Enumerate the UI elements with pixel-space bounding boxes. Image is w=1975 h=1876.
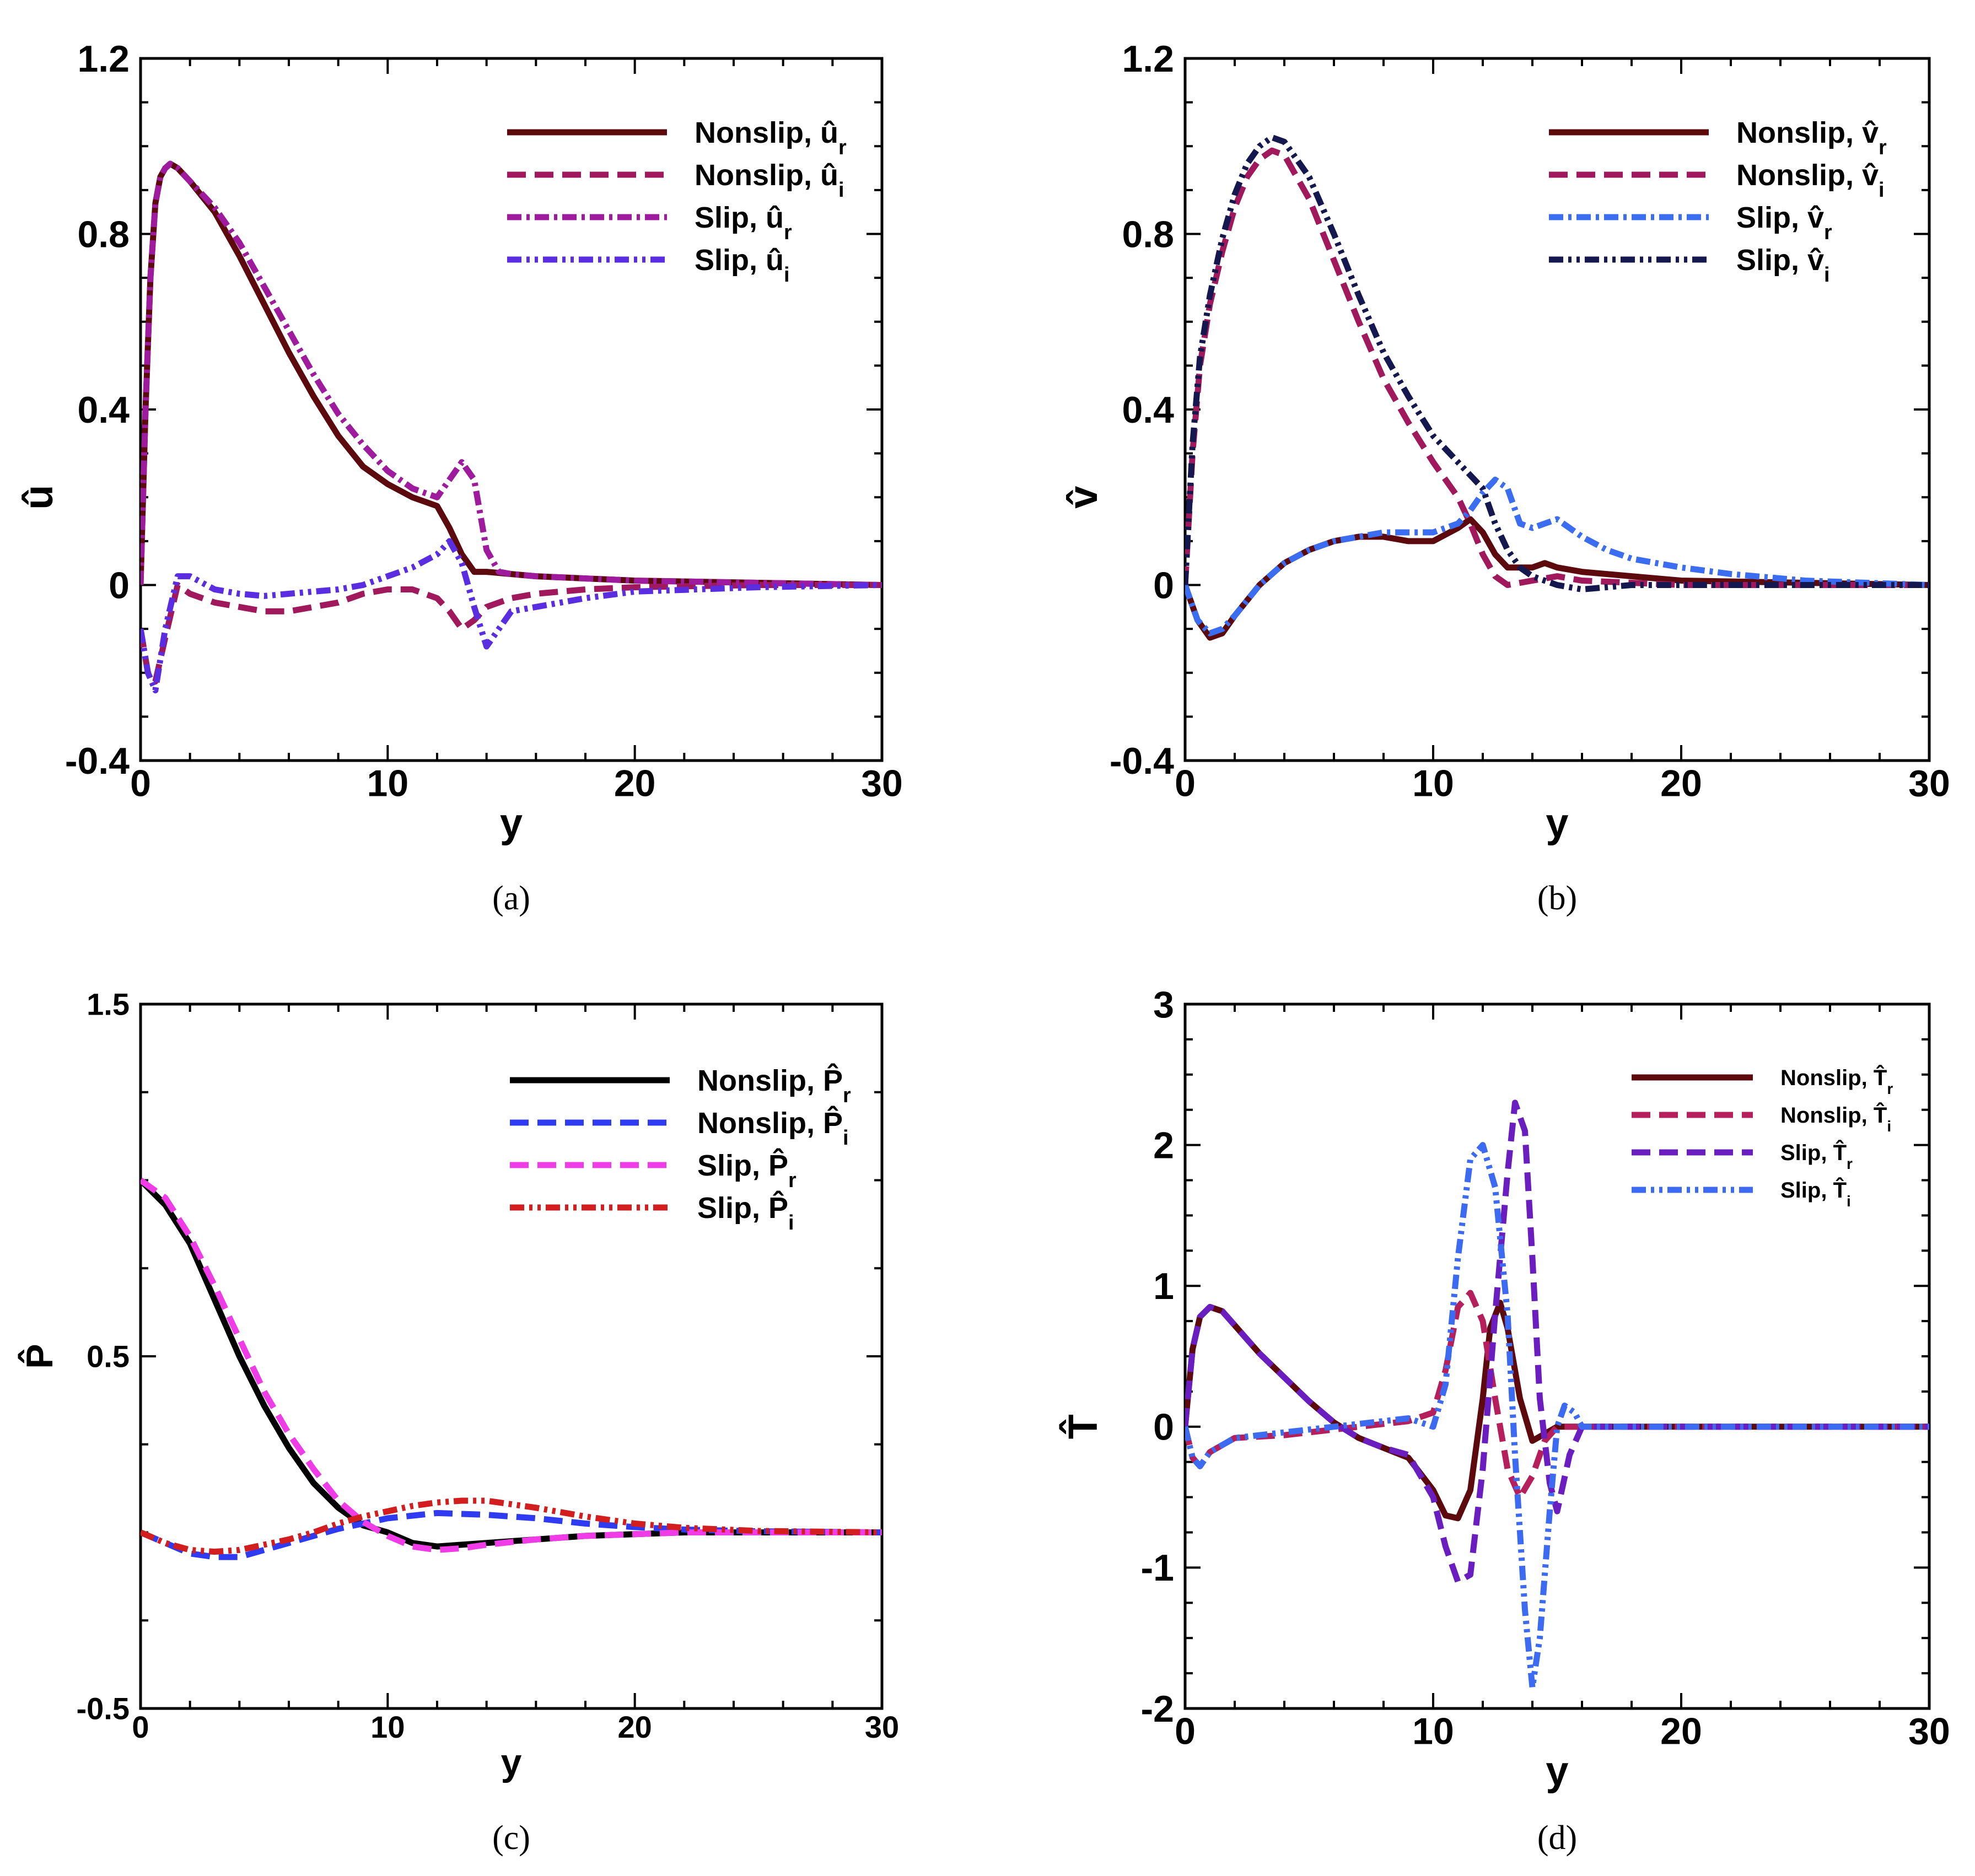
y-tick-label: 0.4 xyxy=(1122,389,1174,431)
x-tick-label: 20 xyxy=(618,1710,652,1744)
series-group xyxy=(1185,134,1929,641)
legend-label: Slip, T̂r xyxy=(1780,1139,1853,1172)
x-axis-label: y xyxy=(1546,1748,1568,1794)
y-tick-label: 0 xyxy=(1153,1406,1174,1448)
y-tick-label: 0.5 xyxy=(87,1339,130,1374)
x-tick-label: 20 xyxy=(614,763,656,805)
legend-label: Nonslip, P̂i xyxy=(697,1106,849,1149)
legend-label: Slip, v̂i xyxy=(1736,244,1830,287)
x-tick-label: 30 xyxy=(1908,1711,1950,1753)
x-tick-label: 10 xyxy=(370,1710,405,1744)
series-line-4 xyxy=(1185,1142,1929,1691)
legend-label: Slip, ûr xyxy=(695,201,792,244)
y-tick-label: -1 xyxy=(1141,1547,1174,1589)
legend: Nonslip, T̂r Nonslip, T̂i Slip, T̂r Slip, T… xyxy=(1632,1064,1893,1210)
panel-c: 0 10 20 30 -0.5 0.5 1.5 y P̂ Nonslip, P̂rNonslip,… xyxy=(17,987,899,1857)
series-line-3 xyxy=(1185,1099,1929,1585)
x-tick-label: 0 xyxy=(1175,1711,1196,1753)
y-tick-label: 0.4 xyxy=(77,389,130,431)
x-tick-label: 30 xyxy=(1908,763,1950,805)
y-tick-label: -0.5 xyxy=(77,1691,130,1726)
series-line-1 xyxy=(1185,1300,1929,1522)
y-tick-label: 0 xyxy=(109,564,130,606)
legend-label: Slip, ûi xyxy=(695,244,790,287)
x-tick-label: 30 xyxy=(861,763,903,805)
legend-label: Nonslip, T̂i xyxy=(1780,1102,1891,1135)
y-tick-label: 0.8 xyxy=(1122,213,1174,255)
series-line-2 xyxy=(141,582,882,685)
series-line-4 xyxy=(141,538,882,694)
panel-b: 0 10 20 30-0.400.40.81.2yv̂Nonslip, v̂rNons… xyxy=(1060,38,1950,917)
series-group xyxy=(141,160,882,694)
legend-label: Slip, T̂i xyxy=(1780,1177,1851,1210)
y-tick-label: 1.2 xyxy=(77,38,130,80)
legend-label: Slip, P̂r xyxy=(697,1148,797,1192)
x-axis-label: y xyxy=(501,1742,522,1783)
y-axis-label: û xyxy=(15,485,61,510)
panel-caption: (a) xyxy=(492,880,530,917)
x-tick-label: 10 xyxy=(367,763,409,805)
y-tick-label: -2 xyxy=(1141,1688,1174,1730)
y-tick-label: 0 xyxy=(1153,564,1174,606)
series-group xyxy=(141,1178,882,1560)
legend-label: Nonslip, v̂r xyxy=(1736,116,1887,159)
series-group xyxy=(1185,1099,1929,1691)
y-tick-label: 2 xyxy=(1153,1124,1174,1166)
series-line-4 xyxy=(1185,134,1929,592)
x-tick-label: 20 xyxy=(1660,1711,1702,1753)
x-tick-label: 10 xyxy=(1412,1711,1454,1753)
series-line-2 xyxy=(1185,1290,1929,1501)
x-tick-label: 0 xyxy=(130,763,151,805)
x-axis-label: y xyxy=(1546,800,1568,846)
y-tick-label: 1.2 xyxy=(1122,38,1174,80)
y-tick-label: -0.4 xyxy=(65,740,130,782)
legend-label: Nonslip, P̂r xyxy=(697,1063,851,1107)
x-tick-label: 20 xyxy=(1660,763,1702,805)
x-axis-label: y xyxy=(500,800,523,846)
legend-label: Slip, v̂r xyxy=(1736,201,1832,244)
legend-label: Slip, P̂i xyxy=(697,1190,794,1234)
series-line-3 xyxy=(141,1178,882,1553)
series-line-1 xyxy=(141,1178,882,1550)
x-tick-label: 0 xyxy=(132,1710,149,1744)
y-axis-label: P̂ xyxy=(17,1344,61,1368)
y-tick-label: 1 xyxy=(1153,1265,1174,1307)
series-line-2 xyxy=(1185,147,1929,588)
x-tick-label: 30 xyxy=(865,1710,899,1744)
y-tick-label: -0.4 xyxy=(1110,740,1174,782)
panel-caption: (b) xyxy=(1537,880,1577,917)
y-tick-label: 3 xyxy=(1153,984,1174,1026)
y-tick-label: 1.5 xyxy=(87,987,130,1022)
panel-caption: (d) xyxy=(1537,1819,1577,1857)
y-axis-label: T̂ xyxy=(1059,1414,1106,1439)
y-axis-label: v̂ xyxy=(1060,486,1106,509)
legend-label: Nonslip, ûi xyxy=(695,159,844,202)
x-tick-label: 10 xyxy=(1412,763,1454,805)
series-line-3 xyxy=(141,160,882,588)
legend-label: Nonslip, ûr xyxy=(695,116,847,159)
y-tick-label: 0.8 xyxy=(77,213,130,255)
legend-label: Nonslip, v̂i xyxy=(1736,159,1885,202)
series-line-3 xyxy=(1185,476,1929,637)
panel-caption: (c) xyxy=(492,1819,530,1857)
legend-label: Nonslip, T̂r xyxy=(1780,1064,1893,1097)
x-tick-label: 0 xyxy=(1175,763,1196,805)
